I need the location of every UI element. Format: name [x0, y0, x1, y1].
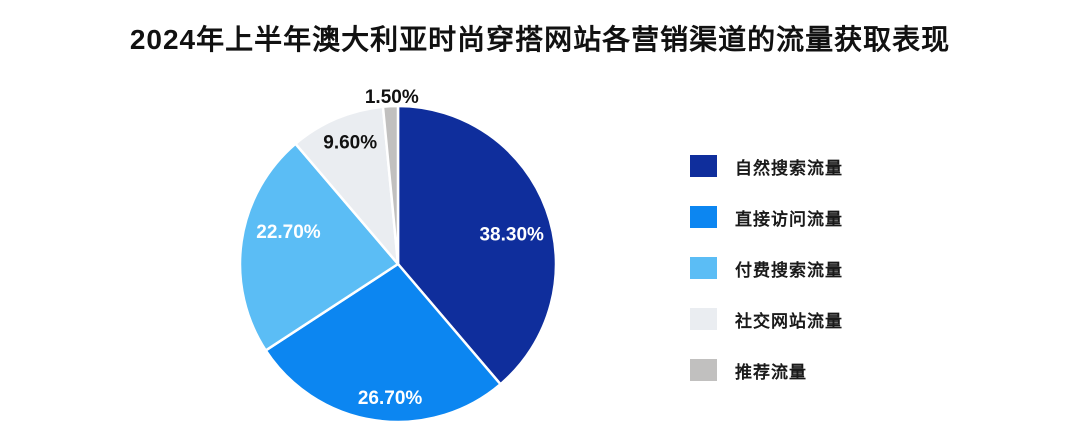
legend-item-label: 推荐流量	[735, 362, 807, 382]
legend-item-label: 自然搜索流量	[735, 158, 843, 178]
legend-swatch	[690, 257, 717, 279]
legend-item: 社交网站流量	[690, 308, 843, 331]
legend-swatch	[690, 359, 717, 381]
legend: 自然搜索流量 直接访问流量 付费搜索流量 社交网站流量 推荐流量	[690, 155, 843, 382]
pie-slice	[396, 104, 558, 386]
chart-title: 2024年上半年澳大利亚时尚穿搭网站各营销渠道的流量获取表现	[129, 24, 951, 55]
pie-slice	[381, 104, 400, 266]
legend-item: 自然搜索流量	[690, 155, 843, 178]
legend-item: 推荐流量	[690, 359, 843, 382]
pie-slice-value-label: 9.60%	[323, 132, 377, 153]
pie-slice	[294, 105, 400, 266]
legend-item-label: 付费搜索流量	[735, 260, 843, 280]
pie-slice-value-label: 22.70%	[256, 222, 321, 243]
pie-slice	[238, 142, 400, 352]
legend-item: 付费搜索流量	[690, 257, 843, 280]
pie-slice-value-label: 1.50%	[365, 87, 419, 108]
legend-item-label: 社交网站流量	[735, 311, 843, 331]
legend-swatch	[690, 308, 717, 330]
pie-slice	[264, 262, 502, 424]
legend-item-label: 直接访问流量	[735, 209, 843, 229]
pie-slice-value-label: 26.70%	[358, 388, 423, 409]
legend-swatch	[690, 155, 717, 177]
legend-item: 直接访问流量	[690, 206, 843, 229]
legend-swatch	[690, 206, 717, 228]
pie-slice-value-label: 38.30%	[479, 224, 544, 245]
